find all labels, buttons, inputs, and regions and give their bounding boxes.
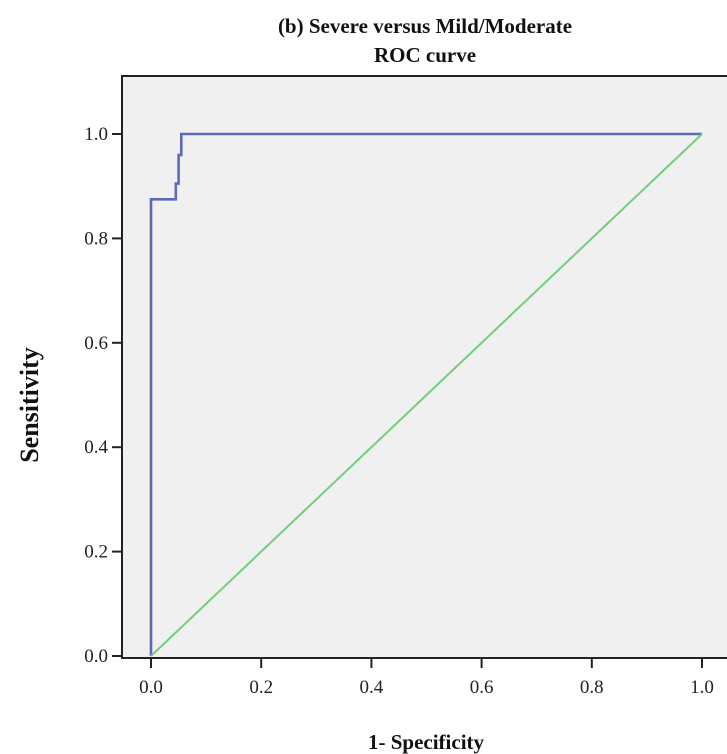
y-tick-label: 0.6 <box>84 333 108 354</box>
chart-title: (b) Severe versus Mild/Moderate <box>278 14 572 38</box>
y-axis-ticks: 0.0 0.2 0.4 0.6 0.8 1.0 <box>84 124 122 667</box>
x-tick-label: 1.0 <box>690 677 714 698</box>
reference-diagonal-line <box>150 133 703 657</box>
x-tick-label: 0.2 <box>249 677 273 698</box>
y-tick-label: 0.2 <box>84 542 108 563</box>
y-tick-label: 0.8 <box>84 228 108 249</box>
y-tick-label: 0.4 <box>84 437 108 458</box>
y-tick-label: 1.0 <box>84 124 108 145</box>
y-axis-label: Sensitivity <box>15 347 44 463</box>
roc-curve-line <box>149 132 702 656</box>
x-tick-label: 0.4 <box>360 677 384 698</box>
plot-area <box>121 75 727 659</box>
x-tick-label: 0.8 <box>580 677 604 698</box>
chart-subtitle: ROC curve <box>374 43 476 67</box>
series-layer <box>149 132 703 657</box>
x-axis-ticks: 0.0 0.2 0.4 0.6 0.8 1.0 <box>139 658 714 698</box>
x-axis-label: 1- Specificity <box>368 730 485 754</box>
x-tick-label: 0.0 <box>139 677 163 698</box>
y-tick-label: 0.0 <box>84 646 108 667</box>
x-tick-label: 0.6 <box>470 677 494 698</box>
